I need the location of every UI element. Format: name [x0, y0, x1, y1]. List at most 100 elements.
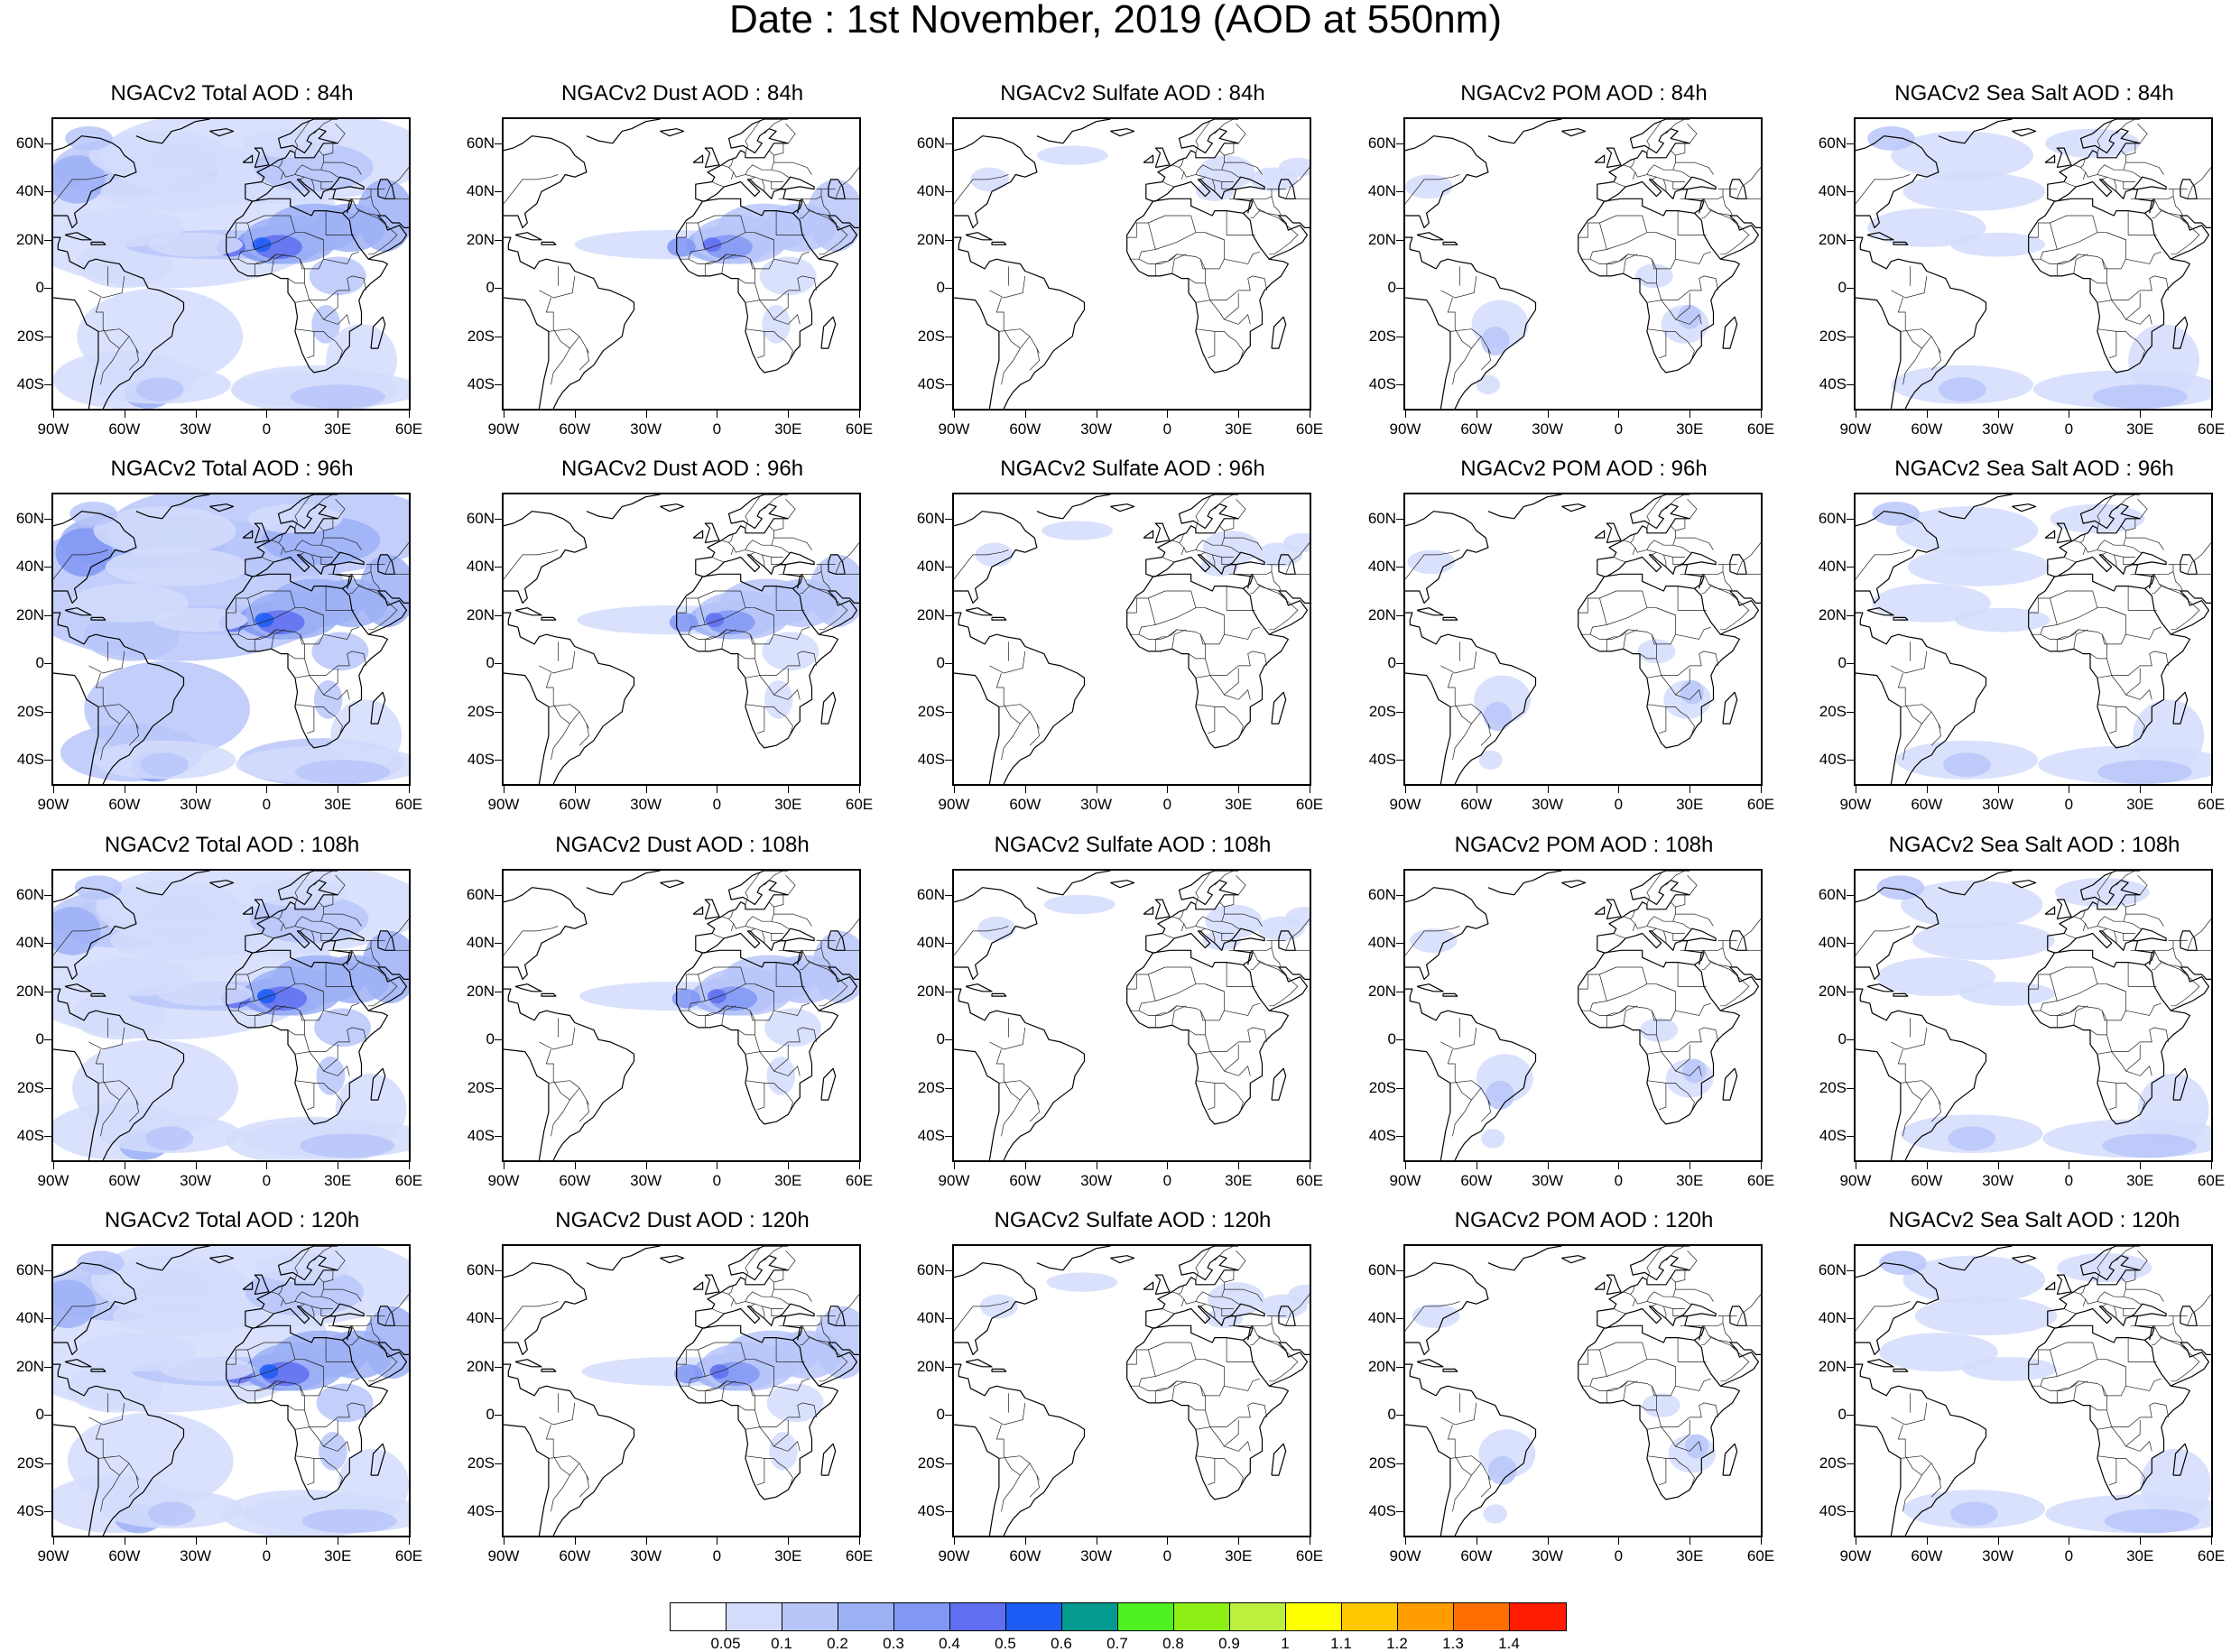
border	[2113, 554, 2117, 568]
aod-region	[1041, 521, 1113, 540]
border	[1214, 871, 1235, 886]
border	[1259, 962, 1286, 975]
lat-tick	[1847, 1463, 1854, 1464]
lon-tick-label: 60W	[559, 420, 591, 438]
lon-tick	[1238, 786, 1240, 793]
border	[828, 217, 848, 243]
aod-region	[1685, 1434, 1709, 1459]
coastline	[1153, 179, 1254, 217]
coastline	[2132, 928, 2167, 942]
aod-map	[1856, 871, 2211, 1160]
border	[53, 549, 108, 580]
coastline	[1278, 930, 1296, 951]
lon-tick	[409, 1537, 410, 1545]
border	[764, 119, 784, 134]
coastline	[797, 949, 803, 965]
border	[280, 1298, 284, 1307]
lat-tick	[44, 1269, 51, 1271]
border	[254, 254, 277, 276]
aod-field	[975, 521, 1310, 577]
aod-region	[1914, 1297, 2058, 1335]
border	[728, 901, 774, 929]
coastline	[541, 1368, 557, 1372]
border	[1138, 232, 1225, 270]
border	[2089, 653, 2107, 660]
aod-region	[1634, 263, 1673, 289]
coastline	[504, 236, 635, 409]
coastline	[53, 511, 137, 604]
lon-tick-label: 30W	[630, 796, 662, 813]
aod-region	[667, 237, 696, 257]
aod-field	[53, 119, 409, 409]
lon-tick	[574, 786, 576, 793]
border	[2161, 962, 2188, 975]
border	[1665, 119, 1686, 134]
border	[2097, 292, 2141, 320]
lon-tick-label: 90W	[487, 1547, 520, 1564]
lat-tick	[945, 1269, 952, 1271]
country-borders	[954, 494, 1310, 761]
border	[2180, 969, 2200, 994]
border	[2082, 923, 2087, 932]
border	[820, 571, 831, 592]
lat-tick-label: 20S	[467, 327, 495, 345]
border	[704, 254, 727, 276]
coastline	[692, 530, 704, 539]
lat-tick-label: 40N	[916, 1309, 945, 1327]
coastline	[2028, 952, 2190, 1125]
lon-tick	[2140, 1537, 2142, 1545]
border	[2097, 872, 2112, 905]
border	[2123, 933, 2136, 941]
border	[2187, 1294, 2211, 1326]
lat-tick	[495, 567, 502, 568]
border	[377, 217, 398, 243]
lat-tick-label: 20N	[1818, 230, 1847, 248]
country-borders	[53, 871, 409, 1137]
border	[1656, 232, 1676, 241]
border	[2040, 607, 2126, 645]
coastline	[1269, 966, 1310, 1011]
lat-tick	[44, 288, 51, 290]
aod-field	[1867, 126, 2211, 409]
border	[306, 706, 315, 734]
border	[711, 181, 725, 188]
border	[2028, 597, 2058, 635]
border	[1224, 1288, 1263, 1302]
border	[773, 143, 784, 156]
border	[1891, 1027, 1928, 1050]
border	[280, 547, 284, 556]
border	[2080, 525, 2126, 553]
border	[998, 704, 1040, 746]
border	[1224, 1378, 1260, 1391]
coastline	[2172, 1443, 2189, 1476]
coastline	[1856, 135, 1939, 228]
lat-tick	[1396, 1415, 1403, 1417]
coastline	[1416, 983, 1444, 992]
lat-tick-label: 0	[1838, 279, 1847, 297]
lat-tick	[1396, 1366, 1403, 1368]
map-frame	[51, 1244, 411, 1537]
coastline	[780, 551, 815, 566]
coastline	[991, 992, 1007, 997]
lat-tick-label: 20N	[1367, 230, 1396, 248]
border	[2171, 617, 2193, 631]
border	[290, 590, 296, 608]
lat-tick-label: 40S	[16, 1127, 44, 1145]
border	[771, 1308, 784, 1316]
border	[306, 331, 315, 359]
lon-tick	[53, 786, 54, 793]
lat-tick-label: 20S	[467, 1454, 495, 1472]
aod-region	[1867, 208, 1986, 247]
border	[247, 215, 291, 224]
border	[749, 259, 818, 300]
border	[835, 918, 859, 951]
aod-region	[762, 632, 819, 671]
border	[730, 923, 735, 932]
border	[95, 1424, 130, 1476]
border	[1891, 275, 1928, 299]
border	[1646, 292, 1690, 320]
border	[2171, 242, 2193, 255]
border	[368, 993, 391, 1007]
border	[135, 347, 139, 354]
aod-region	[970, 167, 1009, 192]
